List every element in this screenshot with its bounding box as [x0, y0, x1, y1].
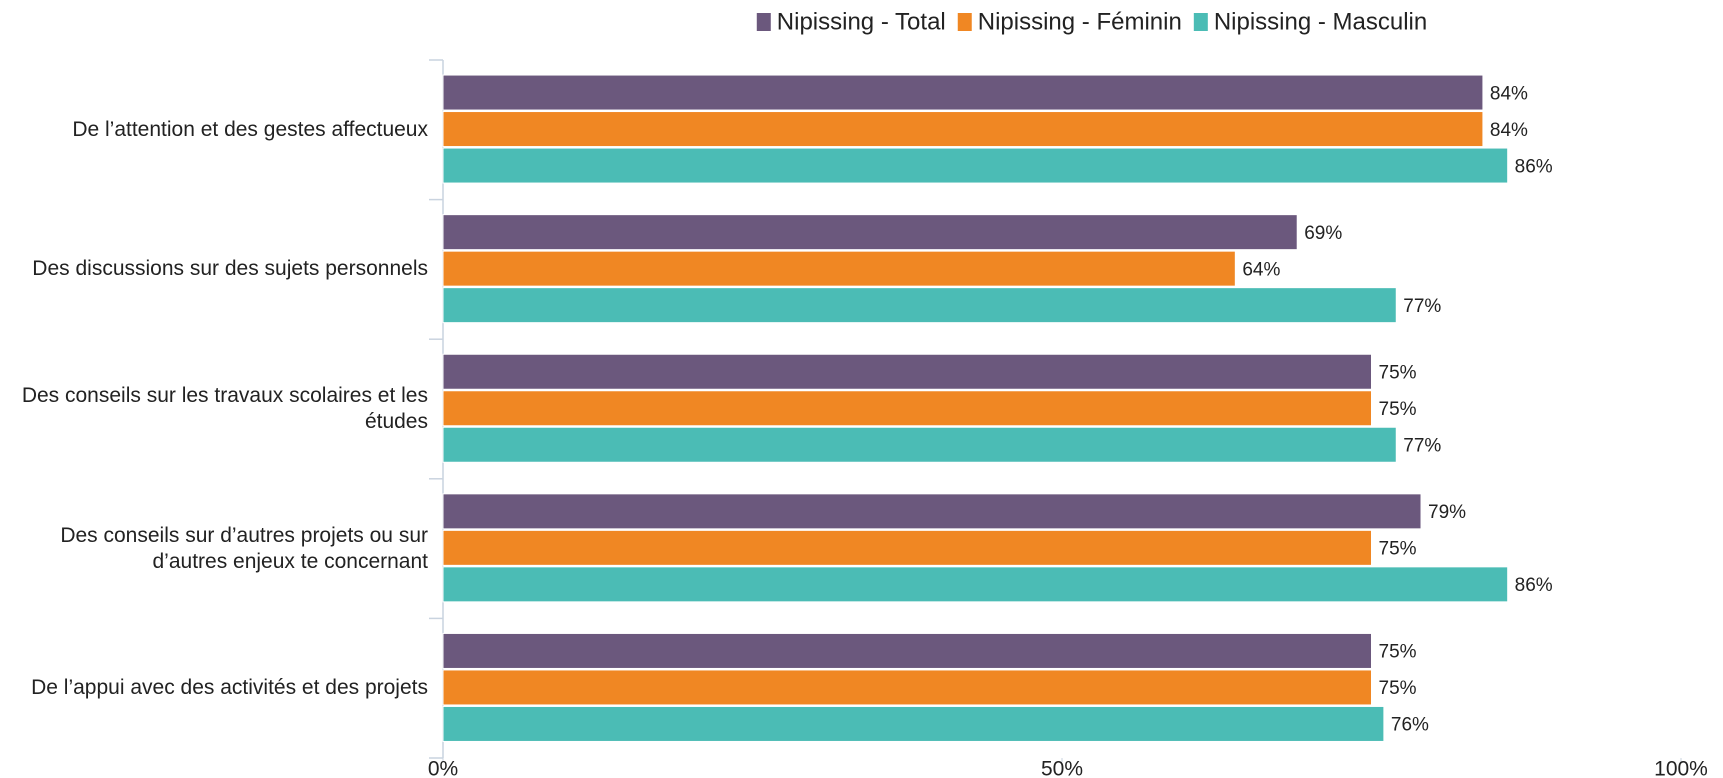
value-label: 76% [1391, 715, 1429, 736]
value-label: 86% [1515, 156, 1553, 177]
x-tick-label: 0% [428, 758, 458, 778]
category-label: Des discussions sur des sujets personnel… [32, 257, 428, 281]
category-label: Des conseils sur d’autres projets ou sur… [60, 523, 428, 573]
category-label: De l’appui avec des activités et des pro… [31, 676, 428, 700]
value-label: 75% [1379, 642, 1417, 663]
value-label: 77% [1403, 296, 1441, 317]
legend-swatch [957, 13, 972, 31]
value-label: 86% [1515, 575, 1553, 596]
legend-swatch [1193, 13, 1208, 31]
x-tick-label: 100% [1654, 758, 1708, 778]
bar [442, 147, 1509, 184]
bar [442, 287, 1397, 324]
value-label: 75% [1379, 363, 1417, 384]
bar [442, 111, 1484, 148]
value-label: 75% [1379, 399, 1417, 420]
bar [442, 214, 1298, 251]
value-label: 75% [1379, 539, 1417, 560]
bar [442, 353, 1372, 390]
bar [442, 426, 1397, 463]
bar [442, 566, 1509, 603]
bar [442, 390, 1372, 427]
value-label: 84% [1490, 83, 1528, 104]
bar [442, 529, 1372, 566]
value-label: 79% [1428, 502, 1466, 523]
legend-swatch [756, 13, 771, 31]
legend-label: Nipissing - Féminin [978, 8, 1182, 35]
bar [442, 74, 1484, 111]
bar [442, 669, 1372, 706]
value-label: 84% [1490, 120, 1528, 141]
bar [442, 250, 1236, 287]
legend-label: Nipissing - Masculin [1214, 8, 1427, 35]
x-tick-label: 50% [1041, 758, 1083, 778]
value-label: 75% [1379, 678, 1417, 699]
value-label: 77% [1403, 436, 1441, 457]
bar [442, 705, 1385, 742]
bar [442, 632, 1372, 669]
bar [442, 493, 1422, 530]
category-label: Des conseils sur les travaux scolaires e… [21, 384, 428, 433]
value-label: 64% [1242, 259, 1280, 280]
value-label: 69% [1304, 223, 1342, 244]
category-label: De l’attention et des gestes affectueux [72, 117, 428, 141]
legend-label: Nipissing - Total [777, 8, 946, 35]
